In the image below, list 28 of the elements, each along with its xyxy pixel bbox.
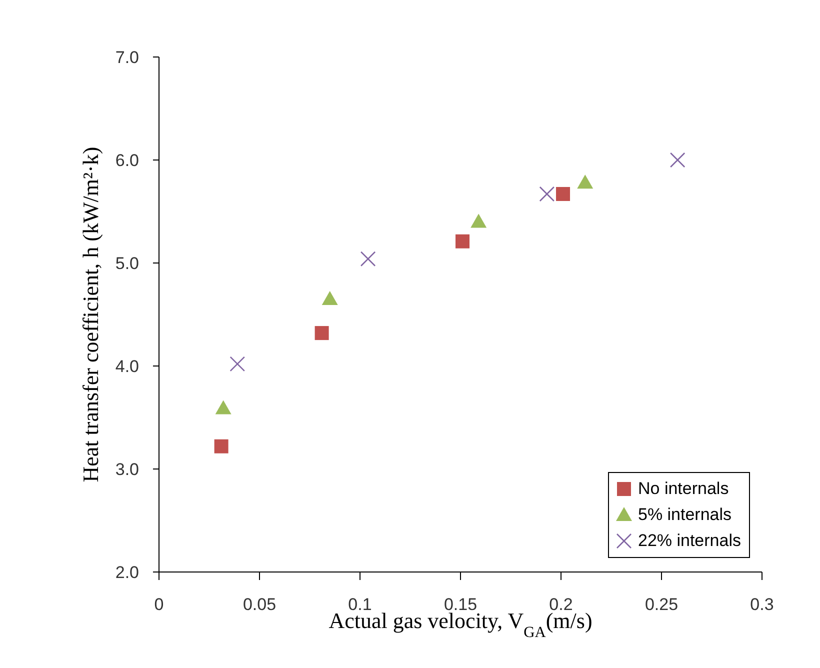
legend-label: No internals bbox=[638, 479, 729, 499]
point bbox=[470, 214, 487, 228]
x-tick-label: 0.2 bbox=[549, 595, 573, 614]
point bbox=[539, 186, 555, 202]
x-tick-label: 0.25 bbox=[644, 595, 678, 614]
x-tick-label: 0.1 bbox=[348, 595, 372, 614]
x-tick-label: 0 bbox=[154, 595, 164, 614]
x-tick-label: 0.3 bbox=[750, 595, 774, 614]
point bbox=[360, 251, 376, 267]
y-tick-label: 5.0 bbox=[115, 254, 139, 274]
point bbox=[577, 174, 594, 189]
x-tick-label: 0.05 bbox=[242, 595, 276, 614]
y-tick-label: 4.0 bbox=[115, 357, 139, 376]
y-axis-title: Heat transfer coefficient, h (kW/m²·k) bbox=[78, 146, 103, 482]
y-tick-label: 2.0 bbox=[115, 563, 139, 582]
legend-label: 5% internals bbox=[638, 505, 732, 525]
y-tick-label: 6.0 bbox=[115, 151, 139, 170]
point bbox=[314, 326, 329, 340]
point bbox=[215, 400, 232, 414]
point bbox=[670, 152, 686, 168]
point bbox=[322, 291, 338, 306]
y-tick-label: 7.0 bbox=[115, 48, 139, 68]
legend-label: 22% internals bbox=[638, 531, 741, 551]
point bbox=[214, 439, 228, 454]
point bbox=[556, 186, 570, 201]
point bbox=[230, 356, 246, 372]
y-tick-label: 3.0 bbox=[115, 460, 139, 480]
point bbox=[456, 234, 470, 248]
